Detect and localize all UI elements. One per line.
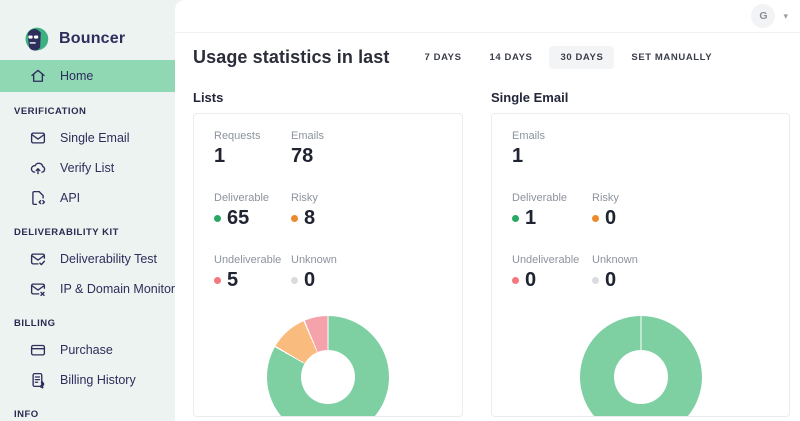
single-email-donut-chart: [579, 316, 702, 416]
stat-undeliverable: Undeliverable 0: [512, 254, 592, 291]
sidebar-item-label: Verify List: [60, 161, 115, 175]
stat-value: 0: [605, 207, 617, 229]
stat-label: Unknown: [592, 254, 638, 266]
chevron-down-icon[interactable]: ▾: [783, 10, 788, 21]
stat-label: Unknown: [291, 254, 337, 266]
tab-14-days[interactable]: 14 DAYS: [489, 52, 533, 63]
credit-card-icon: [29, 341, 47, 359]
tab-30-days[interactable]: 30 DAYS: [549, 46, 615, 69]
stat-value: 1: [214, 145, 226, 167]
stat-label: Requests: [214, 130, 261, 142]
sidebar-item-label: Billing History: [60, 373, 136, 387]
stat-value: 8: [304, 207, 316, 229]
stat-value: 65: [227, 207, 250, 229]
lists-card: Requests 1 Emails 78 Deliverable 65 Risk…: [193, 113, 463, 417]
sidebar-item-label: Purchase: [60, 343, 113, 357]
sidebar-item-api[interactable]: API: [0, 183, 175, 213]
stat-unknown: Unknown 0: [291, 254, 337, 291]
stat-label: Deliverable: [214, 192, 270, 204]
stat-value: 78: [291, 145, 314, 167]
home-icon: [29, 67, 47, 85]
stat-label: Risky: [592, 192, 619, 204]
stat-label: Undeliverable: [214, 254, 282, 266]
stats-cards: Lists Requests 1 Emails 78 Deliverable: [175, 90, 800, 417]
tab-7-days[interactable]: 7 DAYS: [424, 52, 462, 63]
lists-donut-wrap: [214, 316, 442, 416]
single-email-card: Emails 1 Deliverable 1 Risky 0: [491, 113, 790, 417]
lists-donut-chart: [267, 316, 389, 416]
stat-value: 0: [605, 269, 617, 291]
mail-x-icon: [29, 280, 47, 298]
stat-undeliverable: Undeliverable 5: [214, 254, 291, 291]
stat-value: 0: [304, 269, 316, 291]
user-avatar[interactable]: G: [751, 4, 776, 28]
stat-emails: Emails 78: [291, 130, 324, 167]
bouncer-logo-icon: [22, 25, 50, 53]
stat-risky: Risky 8: [291, 192, 318, 229]
sidebar-item-label: Deliverability Test: [60, 252, 158, 266]
receipt-icon: [29, 371, 47, 389]
tab-set-manually[interactable]: SET MANUALLY: [631, 52, 713, 63]
sidebar-item-billing-history[interactable]: Billing History: [0, 365, 175, 395]
lists-card-title: Lists: [193, 90, 224, 105]
sidebar-item-verify-list[interactable]: Verify List: [0, 153, 175, 183]
risky-dot: [592, 214, 599, 222]
stat-label: Emails: [291, 130, 325, 142]
unknown-dot: [592, 276, 599, 284]
sidebar-section-billing: BILLING: [14, 318, 56, 329]
stat-emails: Emails 1: [512, 130, 545, 167]
sidebar-item-label: API: [60, 191, 81, 205]
stat-value: 1: [512, 145, 524, 167]
topbar: G ▾: [175, 0, 800, 33]
sidebar-item-ip-domain-monitoring[interactable]: IP & Domain Monitoring: [0, 274, 192, 304]
app-name: Bouncer: [59, 29, 126, 47]
stat-unknown: Unknown 0: [592, 254, 638, 291]
stat-deliverable: Deliverable 65: [214, 192, 291, 229]
undeliverable-dot: [512, 276, 519, 284]
mail-icon: [29, 129, 47, 147]
sidebar-item-purchase[interactable]: Purchase: [0, 335, 175, 365]
stat-value: 1: [525, 207, 537, 229]
sidebar-item-label: Single Email: [60, 131, 130, 145]
sidebar-nav: Home VERIFICATION Single Email Verify Li…: [0, 60, 192, 421]
lists-column: Lists Requests 1 Emails 78 Deliverable: [193, 90, 463, 417]
usage-header: Usage statistics in last 7 DAYS 14 DAYS …: [175, 46, 800, 69]
stat-label: Emails: [512, 130, 546, 142]
app-logo[interactable]: Bouncer: [0, 0, 175, 60]
sidebar-item-home[interactable]: Home: [0, 60, 175, 92]
stat-value: 0: [525, 269, 537, 291]
cloud-upload-icon: [29, 159, 47, 177]
deliverable-dot: [214, 214, 221, 222]
sidebar-item-label: IP & Domain Monitoring: [60, 282, 192, 296]
stat-label: Undeliverable: [512, 254, 580, 266]
sidebar-item-single-email[interactable]: Single Email: [0, 123, 175, 153]
deliverable-dot: [512, 214, 519, 222]
main-panel: G ▾ Usage statistics in last 7 DAYS 14 D…: [175, 0, 800, 421]
single-email-card-title: Single Email: [491, 90, 569, 105]
sidebar-item-deliverability-test[interactable]: Deliverability Test: [0, 244, 175, 274]
sidebar-section-verification: VERIFICATION: [14, 106, 87, 117]
stat-label: Deliverable: [512, 192, 568, 204]
stat-risky: Risky 0: [592, 192, 619, 229]
mail-check-icon: [29, 250, 47, 268]
sidebar-section-info: INFO: [14, 409, 39, 420]
period-tabs: 7 DAYS 14 DAYS 30 DAYS SET MANUALLY: [413, 46, 723, 69]
stat-label: Risky: [291, 192, 318, 204]
risky-dot: [291, 214, 298, 222]
stat-requests: Requests 1: [214, 130, 291, 167]
sidebar-item-label: Home: [60, 69, 94, 83]
single-email-donut-wrap: [512, 316, 769, 416]
page-title: Usage statistics in last: [193, 47, 390, 67]
file-code-icon: [29, 189, 47, 207]
sidebar-section-deliverability-kit: DELIVERABILITY KIT: [14, 227, 119, 238]
stat-deliverable: Deliverable 1: [512, 192, 592, 229]
unknown-dot: [291, 276, 298, 284]
stat-value: 5: [227, 269, 239, 291]
undeliverable-dot: [214, 276, 221, 284]
single-email-column: Single Email Emails 1 Deliverable 1 Risk…: [491, 90, 790, 417]
sidebar: Bouncer Home VERIFICATION Single Email V…: [0, 0, 192, 421]
